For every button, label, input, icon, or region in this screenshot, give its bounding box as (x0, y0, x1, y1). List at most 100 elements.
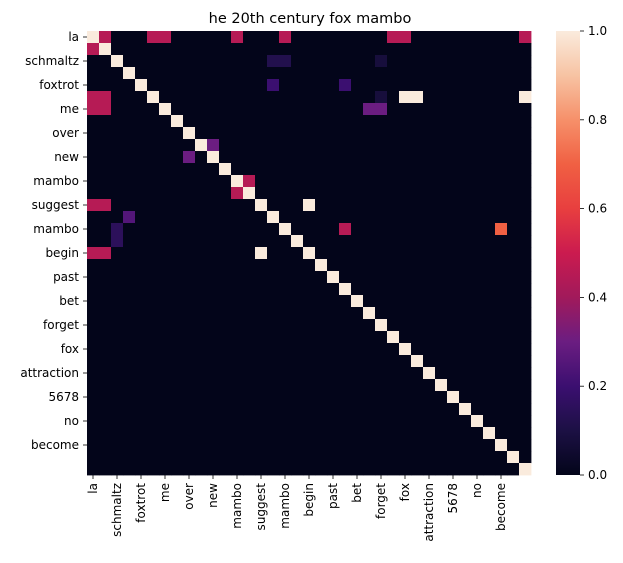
heatmap-cell (207, 67, 220, 80)
heatmap-cell (411, 451, 424, 464)
heatmap-cell (315, 43, 328, 56)
heatmap-cell (471, 259, 484, 272)
heatmap-cell (435, 55, 448, 68)
heatmap-cell (243, 235, 256, 248)
heatmap-cell (171, 367, 184, 380)
heatmap-cell (339, 271, 352, 284)
heatmap-cell (231, 79, 244, 92)
heatmap-cell (327, 307, 340, 320)
heatmap-cell (99, 247, 112, 260)
heatmap-cell (387, 223, 400, 236)
heatmap-cell (351, 211, 364, 224)
heatmap-cell (435, 235, 448, 248)
heatmap-cell (483, 427, 496, 440)
y-tick-label: new (54, 150, 79, 164)
heatmap-cell (111, 79, 124, 92)
heatmap-cell (267, 79, 280, 92)
heatmap-cell (87, 451, 100, 464)
heatmap-cell (123, 319, 136, 332)
heatmap-cell (147, 307, 160, 320)
heatmap-cell (399, 271, 412, 284)
heatmap-cell (447, 319, 460, 332)
heatmap-cell (159, 259, 172, 272)
heatmap-cell (279, 355, 292, 368)
heatmap-cell (507, 67, 520, 80)
heatmap-cell (507, 115, 520, 128)
heatmap-cell (291, 43, 304, 56)
heatmap-cell (123, 259, 136, 272)
heatmap-cell (447, 31, 460, 44)
heatmap-cell (255, 259, 268, 272)
heatmap-cell (423, 211, 436, 224)
heatmap-cell (279, 463, 292, 476)
heatmap-cell (315, 115, 328, 128)
x-tick-label: become (494, 483, 508, 531)
heatmap-cell (147, 343, 160, 356)
heatmap-cell (507, 295, 520, 308)
x-tick-label: attraction (422, 483, 436, 542)
heatmap-cell (471, 427, 484, 440)
heatmap-cell (375, 115, 388, 128)
heatmap-cell (303, 415, 316, 428)
heatmap-cell (87, 307, 100, 320)
x-tick-label: fox (398, 483, 412, 501)
heatmap-cell (291, 187, 304, 200)
heatmap-cell (171, 151, 184, 164)
heatmap-cell (303, 331, 316, 344)
heatmap-cell (327, 463, 340, 476)
heatmap-cell (435, 415, 448, 428)
heatmap-cell (99, 163, 112, 176)
heatmap-cell (435, 79, 448, 92)
heatmap-cell (519, 67, 532, 80)
heatmap-cell (183, 199, 196, 212)
heatmap-cell (519, 199, 532, 212)
heatmap-cell (447, 103, 460, 116)
colorbar-gradient (556, 31, 580, 475)
heatmap-cell (111, 31, 124, 44)
heatmap-cell (411, 187, 424, 200)
heatmap-cell (219, 163, 232, 176)
heatmap-cell (399, 151, 412, 164)
heatmap-cell (447, 151, 460, 164)
heatmap-cell (495, 379, 508, 392)
heatmap-cell (339, 283, 352, 296)
heatmap-cell (135, 175, 148, 188)
heatmap-cell (255, 403, 268, 416)
heatmap-cell (399, 319, 412, 332)
heatmap-cell (303, 295, 316, 308)
heatmap-cell (183, 247, 196, 260)
heatmap-cell (255, 79, 268, 92)
heatmap-cell (255, 391, 268, 404)
heatmap-cell (231, 415, 244, 428)
heatmap-cell (375, 163, 388, 176)
heatmap-cell (375, 175, 388, 188)
heatmap-cell (411, 175, 424, 188)
heatmap-cell (195, 55, 208, 68)
heatmap-cell (483, 223, 496, 236)
heatmap-cell (495, 127, 508, 140)
heatmap-cell (495, 391, 508, 404)
heatmap-cell (459, 451, 472, 464)
heatmap-cell (135, 379, 148, 392)
heatmap-cell (123, 367, 136, 380)
heatmap-cell (207, 211, 220, 224)
heatmap-cell (255, 451, 268, 464)
heatmap-cell (303, 103, 316, 116)
heatmap-cell (291, 307, 304, 320)
heatmap-cell (207, 55, 220, 68)
heatmap-cell (231, 259, 244, 272)
heatmap-cell (219, 391, 232, 404)
heatmap-cell (99, 463, 112, 476)
heatmap-cell (147, 439, 160, 452)
heatmap-cell (231, 91, 244, 104)
heatmap-cell (435, 283, 448, 296)
x-tick-label: forget (374, 483, 388, 519)
heatmap-cell (123, 415, 136, 428)
heatmap-cell (255, 187, 268, 200)
heatmap-cell (351, 355, 364, 368)
heatmap-cell (399, 211, 412, 224)
heatmap-cell (171, 235, 184, 248)
heatmap-cell (315, 151, 328, 164)
heatmap-cell (435, 367, 448, 380)
heatmap-cell (363, 55, 376, 68)
